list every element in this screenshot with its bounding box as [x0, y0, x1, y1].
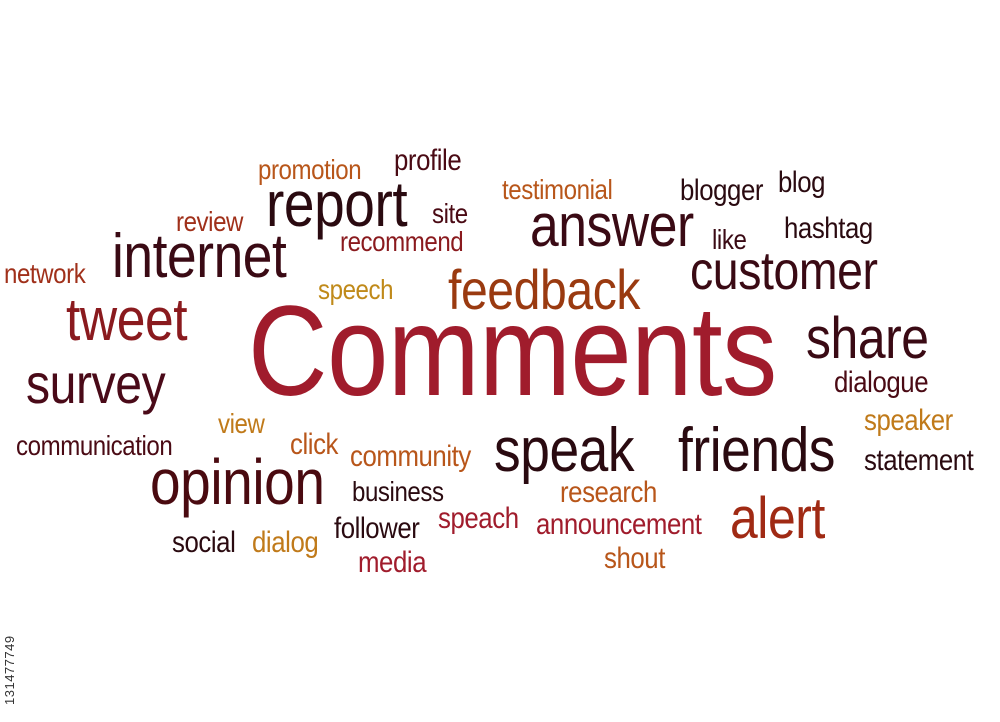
word-blogger: blogger: [680, 174, 764, 207]
word-tweet: tweet: [66, 286, 188, 353]
word-speech: speech: [318, 274, 394, 305]
word-social: social: [172, 526, 236, 559]
word-community: community: [350, 440, 471, 473]
word-speak: speak: [494, 416, 635, 485]
word-like: like: [712, 224, 747, 255]
word-profile: profile: [394, 144, 462, 177]
word-share: share: [806, 306, 929, 371]
word-report: report: [266, 168, 408, 240]
word-feedback: feedback: [448, 258, 641, 321]
word-communication: communication: [16, 430, 173, 461]
word-site: site: [432, 198, 468, 229]
word-announcement: announcement: [536, 508, 702, 541]
word-internet: internet: [112, 222, 287, 291]
word-alert: alert: [730, 486, 825, 551]
stock-image-id: 131477749: [2, 635, 17, 705]
word-recommend: recommend: [340, 226, 464, 257]
word-answer: answer: [530, 192, 694, 259]
word-dialogue: dialogue: [834, 366, 929, 399]
word-statement: statement: [864, 444, 974, 477]
word-testimonial: testimonial: [502, 174, 613, 205]
word-shout: shout: [604, 542, 665, 575]
word-business: business: [352, 476, 444, 507]
word-blog: blog: [778, 166, 826, 199]
word-click: click: [290, 428, 339, 461]
word-hashtag: hashtag: [784, 212, 873, 245]
word-friends: friends: [678, 416, 836, 485]
word-network: network: [4, 258, 86, 289]
word-view: view: [218, 408, 265, 439]
word-media: media: [358, 546, 427, 579]
word-research: research: [560, 476, 657, 509]
word-speaker: speaker: [864, 404, 953, 437]
word-speach: speach: [438, 502, 519, 535]
word-promotion: promotion: [258, 154, 362, 185]
word-dialog: dialog: [252, 526, 319, 559]
word-follower: follower: [334, 512, 420, 545]
word-survey: survey: [26, 352, 166, 415]
word-review: review: [176, 206, 244, 237]
word-opinion: opinion: [150, 446, 325, 518]
word-customer: customer: [690, 241, 878, 301]
word-comments: Comments: [248, 280, 777, 423]
